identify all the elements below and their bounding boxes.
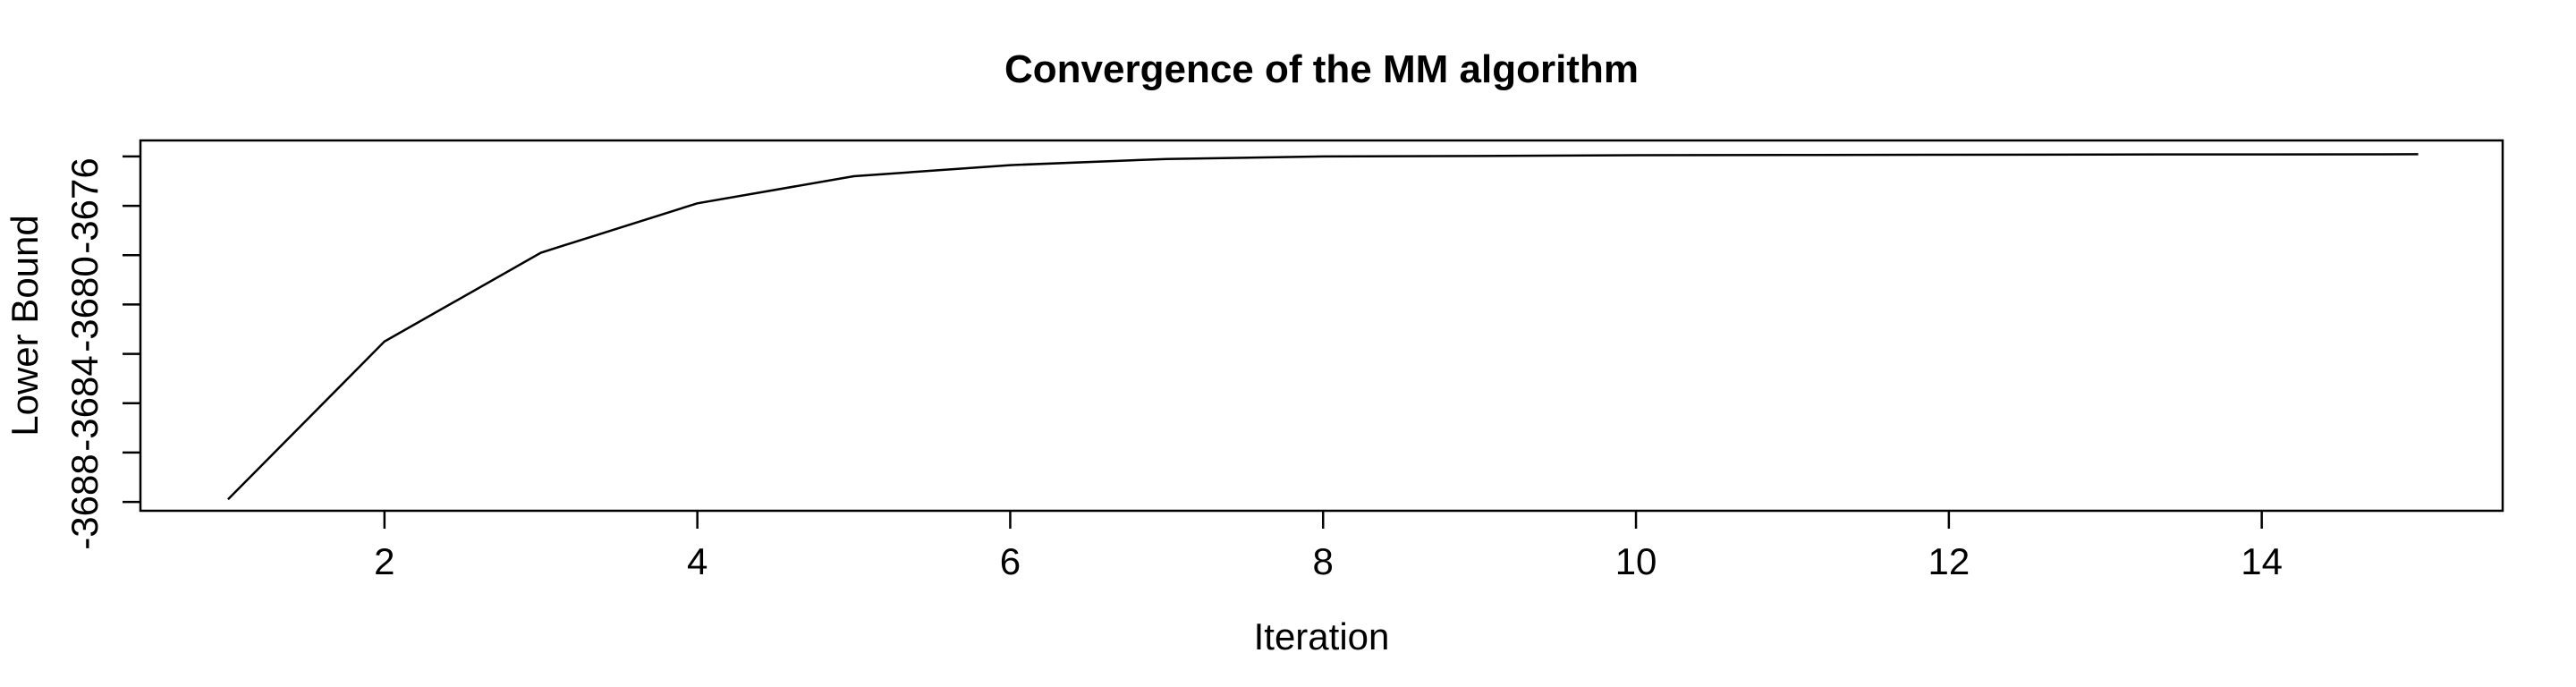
x-tick-label: 8 — [1312, 540, 1334, 582]
chart-title: Convergence of the MM algorithm — [1004, 47, 1639, 91]
x-tick-label: 12 — [1928, 540, 1970, 582]
y-tick-label: -3676 — [64, 157, 106, 254]
x-tick-label: 4 — [686, 540, 708, 582]
x-tick-label: 14 — [2241, 540, 2283, 582]
x-tick-label: 10 — [1614, 540, 1657, 582]
y-tick-label: -3684 — [64, 355, 106, 452]
x-axis-title: Iteration — [1253, 615, 1390, 657]
y-axis-title: Lower Bound — [4, 215, 46, 437]
y-tick-label: -3688 — [64, 454, 106, 550]
y-tick-label: -3680 — [64, 256, 106, 353]
x-tick-label: 6 — [999, 540, 1021, 582]
x-tick-label: 2 — [374, 540, 395, 582]
axis-ticks — [123, 155, 2263, 529]
convergence-line — [227, 153, 2419, 501]
plot-border — [139, 139, 2504, 513]
